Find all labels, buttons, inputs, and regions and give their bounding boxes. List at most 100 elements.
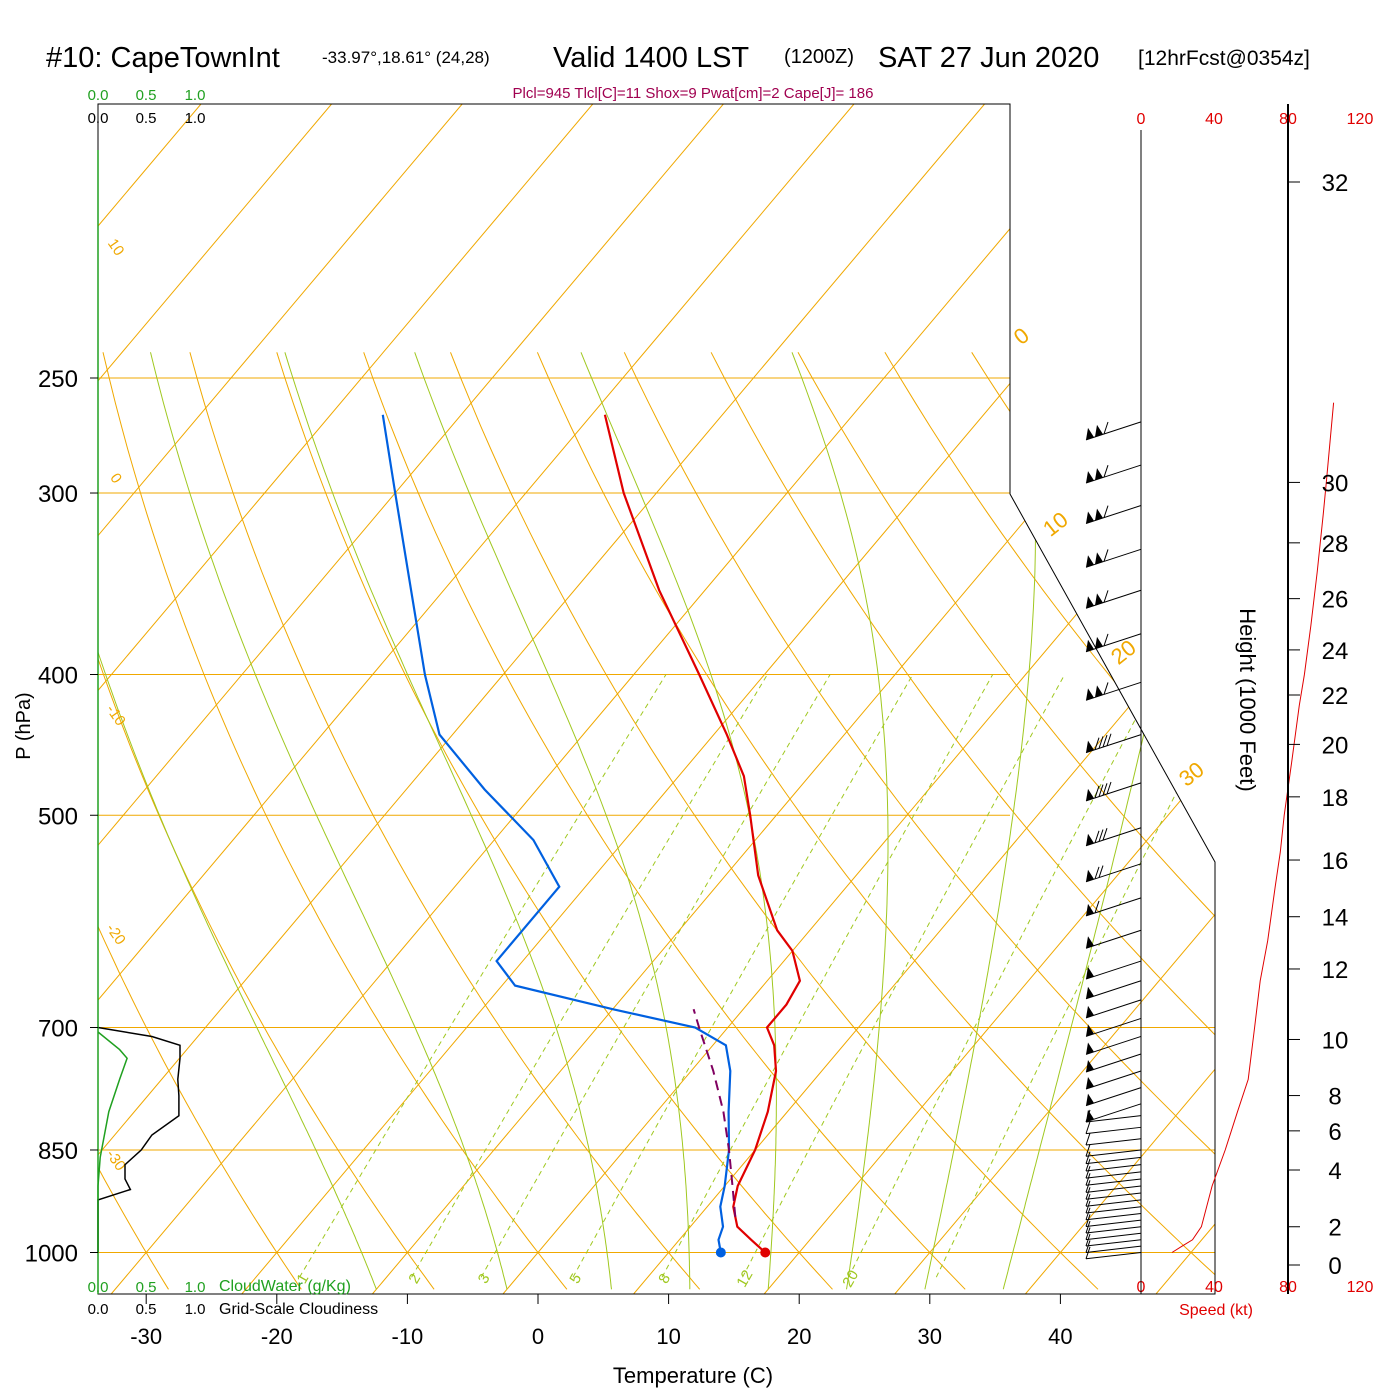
wind-barb xyxy=(1085,827,1142,847)
cloudiness-scale-bottom: 0.5 xyxy=(136,1301,157,1318)
pressure-tick-label: 300 xyxy=(38,481,78,508)
isotherm-line xyxy=(1155,104,1215,1294)
wind-barb xyxy=(1085,1199,1142,1207)
wind-barb-flag xyxy=(1095,552,1103,565)
dry-adiabat-line xyxy=(102,352,568,1290)
mixing-ratio-label: 12 xyxy=(733,1267,756,1290)
cloudiness-scale-top: 0.0 xyxy=(88,110,109,127)
wind-barb-feather xyxy=(1094,785,1100,799)
height-tick-label: 32 xyxy=(1322,170,1349,197)
wind-barb xyxy=(1085,589,1142,609)
height-tick-label: 8 xyxy=(1328,1084,1341,1111)
wind-barb-feather xyxy=(1102,828,1108,841)
pressure-tick-label: 700 xyxy=(38,1016,78,1043)
mixing-ratio-label: 5 xyxy=(566,1271,585,1287)
wind-barb xyxy=(1085,1185,1142,1193)
speed-tick-label-bottom: 80 xyxy=(1279,1279,1297,1296)
isotherm-line xyxy=(894,104,1215,1294)
wind-barb-feather xyxy=(1103,549,1109,562)
temperature-tick-label: -30 xyxy=(130,1324,162,1349)
temperature-tick-label: -10 xyxy=(392,1324,424,1349)
height-tick-label: 24 xyxy=(1322,638,1349,665)
wind-barb-flag xyxy=(1095,424,1103,437)
wind-barb-feather xyxy=(1103,505,1109,518)
mixing-ratio-line xyxy=(572,674,914,1278)
wind-barb-flag xyxy=(1095,468,1103,481)
isotherm-line xyxy=(241,104,1215,1294)
wind-barb-feather xyxy=(1103,633,1109,647)
isotherm-line xyxy=(98,104,594,1294)
stability-indices: Plcl=945 Tlcl[C]=11 Shox=9 Pwat[cm]=2 Ca… xyxy=(513,85,874,102)
cloudiness-legend: Grid-Scale Cloudiness xyxy=(219,1301,378,1318)
cloud-water-legend: CloudWater (g/Kg) xyxy=(219,1278,351,1295)
wind-barb-flag xyxy=(1086,833,1094,846)
wind-barb-feather xyxy=(1085,1187,1091,1200)
cloud-water-scale-bottom: 0.0 xyxy=(88,1279,109,1296)
wind-barb-flag xyxy=(1086,936,1094,949)
moist-adiabat-line xyxy=(791,352,889,1290)
wind-barb xyxy=(1085,1239,1142,1247)
dry-adiabat-line xyxy=(797,352,1215,1290)
dry-adiabat-line xyxy=(450,352,1099,1290)
wind-barb-feather xyxy=(1085,1121,1091,1134)
wind-barb-feather xyxy=(1085,1180,1091,1193)
mixing-ratio-line xyxy=(742,674,1066,1278)
y-axis-title: P (hPa) xyxy=(13,692,35,759)
wind-barb xyxy=(1085,980,1142,1000)
temperature-tick-label: 0 xyxy=(532,1324,544,1349)
wind-barb-flag xyxy=(1086,639,1094,652)
mixing-ratio-line xyxy=(848,674,1160,1278)
wind-barb-flag xyxy=(1086,1077,1094,1090)
wind-barbs xyxy=(1085,421,1142,1260)
wind-barb-flag xyxy=(1086,1005,1094,1018)
wind-barb xyxy=(1085,1035,1142,1055)
wind-barb xyxy=(1085,681,1142,701)
wind-barb-feather xyxy=(1085,1200,1091,1214)
height-tick-label: 26 xyxy=(1322,587,1349,614)
isotherm-label: -10 xyxy=(103,702,129,730)
moist-adiabat-line xyxy=(98,352,377,1290)
moist-adiabat-line xyxy=(580,352,777,1290)
cloud-water-scale-top: 0.5 xyxy=(136,87,157,104)
isotherm-line xyxy=(110,104,1116,1294)
wind-barb-feather xyxy=(1085,1132,1091,1146)
isotherm-line xyxy=(98,104,724,1294)
height-tick-label: 0 xyxy=(1328,1253,1341,1280)
station-title: #10: CapeTownInt xyxy=(46,42,280,74)
wind-barb-feather xyxy=(1098,865,1104,878)
wind-barb xyxy=(1085,1126,1142,1135)
wind-barb-flag xyxy=(1086,1024,1094,1037)
temperature-tick-label: 20 xyxy=(787,1324,811,1349)
wind-barb xyxy=(1085,1171,1142,1179)
mixing-ratio-label: 2 xyxy=(405,1271,424,1287)
isotherm-line xyxy=(98,104,855,1294)
isotherm-label: 0 xyxy=(106,470,125,487)
wind-barb-flag xyxy=(1095,593,1103,606)
isotherm-line xyxy=(372,104,1215,1294)
wind-barb xyxy=(1085,505,1142,524)
isotherm-line xyxy=(1025,104,1215,1294)
speed-tick-label-top: 0 xyxy=(1137,111,1146,128)
axes: -30 -20 -10 0 10 20 30 402503004005007008501000… xyxy=(25,104,1373,1349)
wind-barb-flag xyxy=(1095,508,1103,521)
forecast-info: [12hrFcst@0354z] xyxy=(1138,47,1310,70)
wind-barb xyxy=(1085,1149,1142,1157)
wind-barb-feather xyxy=(1085,1166,1091,1179)
wind-barb-feather xyxy=(1085,1233,1091,1247)
speed-tick-label-top: 80 xyxy=(1279,111,1297,128)
wind-barb xyxy=(1085,1232,1142,1241)
temperature-tick-label: 30 xyxy=(918,1324,942,1349)
mixing-ratio-line xyxy=(935,674,1215,1278)
dry-adiabat-line xyxy=(710,352,1215,1290)
height-tick-label: 14 xyxy=(1322,905,1349,932)
wind-barb-flag xyxy=(1086,596,1094,609)
dry-adiabat-line xyxy=(363,352,966,1290)
wind-barb xyxy=(1085,1206,1142,1214)
wind-barb xyxy=(1085,1178,1142,1186)
height-tick-label: 6 xyxy=(1328,1119,1341,1146)
wind-barb-flag xyxy=(1086,740,1094,753)
wind-barb-feather xyxy=(1098,829,1104,842)
wind-barb-flag xyxy=(1086,903,1094,916)
dry-adiabat-line xyxy=(98,352,302,1290)
